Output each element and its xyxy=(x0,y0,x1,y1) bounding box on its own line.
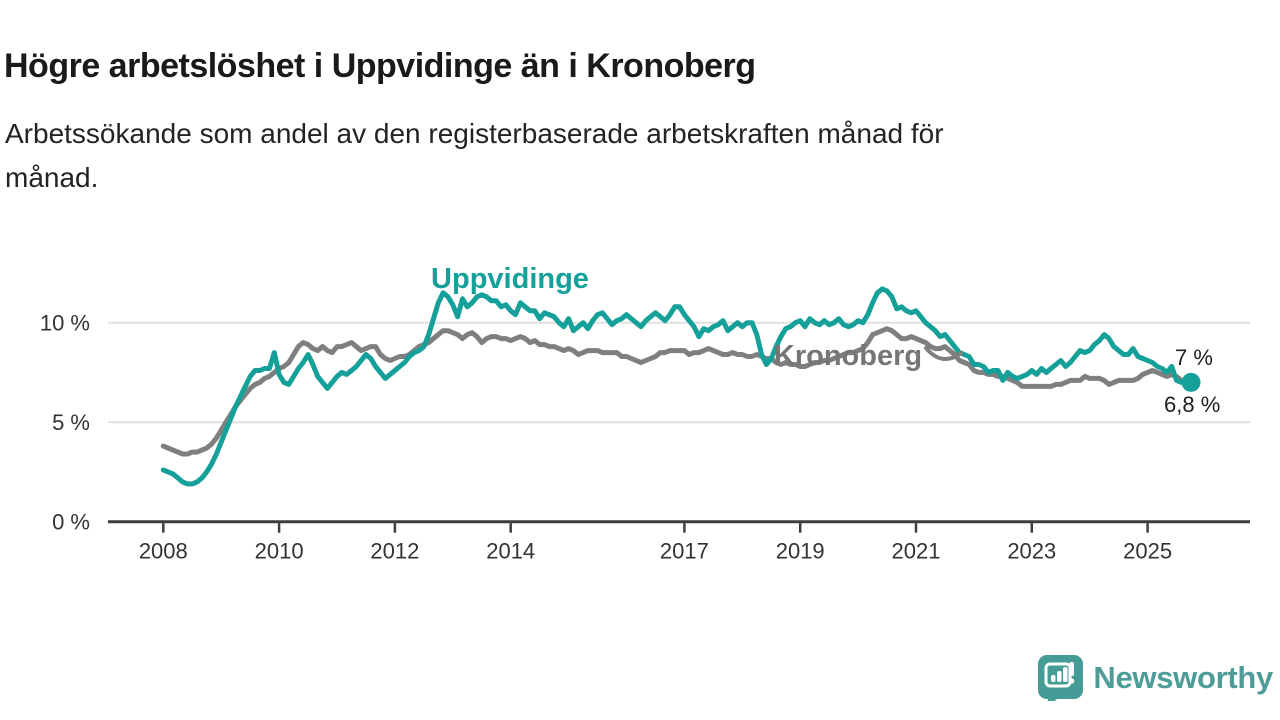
y-tick-label-0: 0 % xyxy=(52,510,90,535)
y-tick-label-5: 5 % xyxy=(52,410,90,435)
subtitle-line-1: Arbetssökande som andel av den registerb… xyxy=(5,118,944,149)
page-title: Högre arbetslöshet i Uppvidinge än i Kro… xyxy=(4,46,756,85)
uppvidinge-line xyxy=(160,286,1194,487)
y-axis-labels: 0 % 5 % 10 % xyxy=(40,311,90,535)
x-tick-label-2010: 2010 xyxy=(255,539,304,564)
kronoberg-label-connector xyxy=(924,346,963,361)
x-axis: 2008 2010 2012 2014 2017 2019 2021 2023 2025 xyxy=(108,520,1250,564)
subtitle-line-2: månad. xyxy=(5,162,99,193)
gridlines xyxy=(108,321,1250,424)
kronoberg-end-value: 6,8 % xyxy=(1164,392,1220,417)
chart-subtitle: Arbetssökande som andel av den registerb… xyxy=(5,112,944,200)
x-tick-label-2021: 2021 xyxy=(892,539,941,564)
x-tick-label-2023: 2023 xyxy=(1007,539,1056,564)
uppvidinge-end-dot xyxy=(1181,372,1201,392)
bar-glyph-tall xyxy=(1063,667,1068,682)
newsworthy-wordmark: Newsworthy xyxy=(1093,659,1273,695)
bar-glyph-small xyxy=(1051,675,1056,682)
x-tick-label-2019: 2019 xyxy=(776,539,825,564)
x-tick-label-2025: 2025 xyxy=(1123,539,1172,564)
x-tick-label-2008: 2008 xyxy=(139,539,188,564)
uppvidinge-end-value: 7 % xyxy=(1175,345,1213,370)
newsworthy-logo-icon xyxy=(1038,655,1084,701)
kronoberg-series-label: Kronoberg xyxy=(774,340,922,372)
exclamation-dot-glyph xyxy=(1069,678,1075,684)
bar-glyph-medium xyxy=(1057,671,1062,682)
x-tick-label-2014: 2014 xyxy=(486,539,535,564)
newsworthy-logo: Newsworthy xyxy=(1037,654,1273,701)
kronoberg-line xyxy=(160,326,1194,457)
line-chart: 2008 2010 2012 2014 2017 2019 2021 2023 2025 0 %… xyxy=(40,263,1250,564)
y-tick-label-10: 10 % xyxy=(40,311,90,336)
x-tick-label-2012: 2012 xyxy=(370,539,419,564)
exclamation-bar-glyph xyxy=(1069,662,1075,676)
x-tick-label-2017: 2017 xyxy=(660,539,709,564)
uppvidinge-series-label: Uppvidinge xyxy=(431,263,589,295)
